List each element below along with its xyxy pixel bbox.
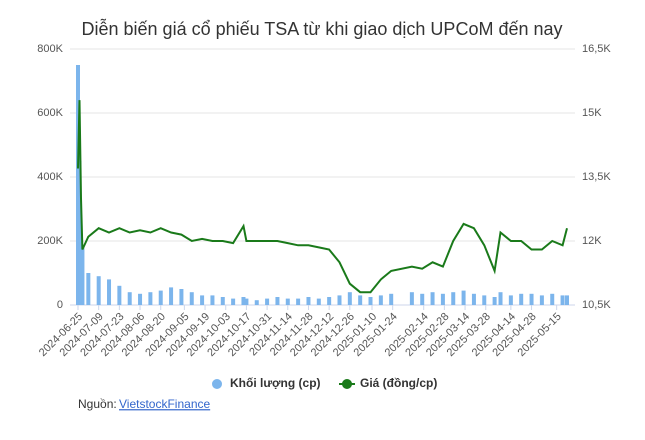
volume-bar xyxy=(231,298,236,305)
volume-bar xyxy=(482,295,487,305)
price-line xyxy=(77,100,568,294)
volume-bar xyxy=(210,295,215,305)
y2-tick-label: 10,5K xyxy=(582,299,611,311)
volume-bar xyxy=(461,290,466,305)
y-tick-label: 800K xyxy=(37,43,63,55)
volume-bar xyxy=(565,295,569,305)
volume-bar xyxy=(430,292,435,305)
volume-bar xyxy=(117,285,122,305)
volume-bar xyxy=(529,293,534,305)
volume-bar xyxy=(451,292,456,305)
y-tick-label: 0 xyxy=(57,299,63,311)
volume-bar xyxy=(378,295,383,305)
volume-bar xyxy=(498,292,503,305)
volume-bar xyxy=(189,292,194,305)
volume-bar xyxy=(409,292,414,305)
volume-bar xyxy=(337,295,342,305)
volume-bar xyxy=(420,293,425,305)
volume-bar xyxy=(550,293,555,305)
volume-bar xyxy=(560,295,565,305)
y-tick-label: 400K xyxy=(37,171,63,183)
y-tick-label: 200K xyxy=(37,235,63,247)
volume-bar xyxy=(358,295,363,305)
volume-bar xyxy=(508,295,513,305)
y2-tick-label: 16,5K xyxy=(582,43,611,55)
volume-bar xyxy=(492,297,497,305)
volume-bar xyxy=(275,297,280,305)
volume-bar xyxy=(265,298,270,305)
source-link[interactable]: VietstockFinance xyxy=(119,397,210,411)
legend-label: Giá (đồng/cp) xyxy=(360,376,437,390)
legend-marker xyxy=(212,379,222,389)
y2-tick-label: 13,5K xyxy=(582,171,611,183)
volume-bar xyxy=(179,289,184,305)
volume-bar xyxy=(138,293,143,305)
volume-bar xyxy=(368,297,373,305)
volume-bar xyxy=(96,276,101,305)
source-label: Nguồn: xyxy=(78,397,117,411)
volume-bar xyxy=(254,300,259,305)
volume-bar xyxy=(539,295,544,305)
volume-bar xyxy=(127,292,132,305)
volume-bar xyxy=(306,297,311,305)
volume-bar xyxy=(200,295,205,305)
volume-bar xyxy=(77,161,82,305)
volume-bar xyxy=(389,293,394,305)
volume-bar xyxy=(285,298,290,305)
volume-bar xyxy=(471,293,476,305)
volume-bar xyxy=(158,290,163,305)
volume-bar xyxy=(440,293,445,305)
volume-bar xyxy=(80,247,85,305)
y2-tick-label: 15K xyxy=(582,107,602,119)
y-tick-label: 600K xyxy=(37,107,63,119)
volume-bar xyxy=(327,297,332,305)
volume-bar xyxy=(107,279,112,305)
volume-bar xyxy=(86,273,91,305)
volume-bar xyxy=(244,298,249,305)
y2-tick-label: 12K xyxy=(582,235,602,247)
volume-bar xyxy=(316,298,321,305)
volume-bar xyxy=(296,298,301,305)
volume-bar xyxy=(148,292,153,305)
legend-marker xyxy=(342,379,352,389)
chart-title: Diễn biến giá cổ phiếu TSA từ khi giao d… xyxy=(82,18,563,39)
volume-bar xyxy=(241,297,246,305)
volume-bar xyxy=(519,293,524,305)
legend-label: Khối lượng (cp) xyxy=(230,376,321,390)
volume-bar xyxy=(220,297,225,305)
volume-bar xyxy=(169,287,174,305)
volume-bar xyxy=(347,292,352,305)
